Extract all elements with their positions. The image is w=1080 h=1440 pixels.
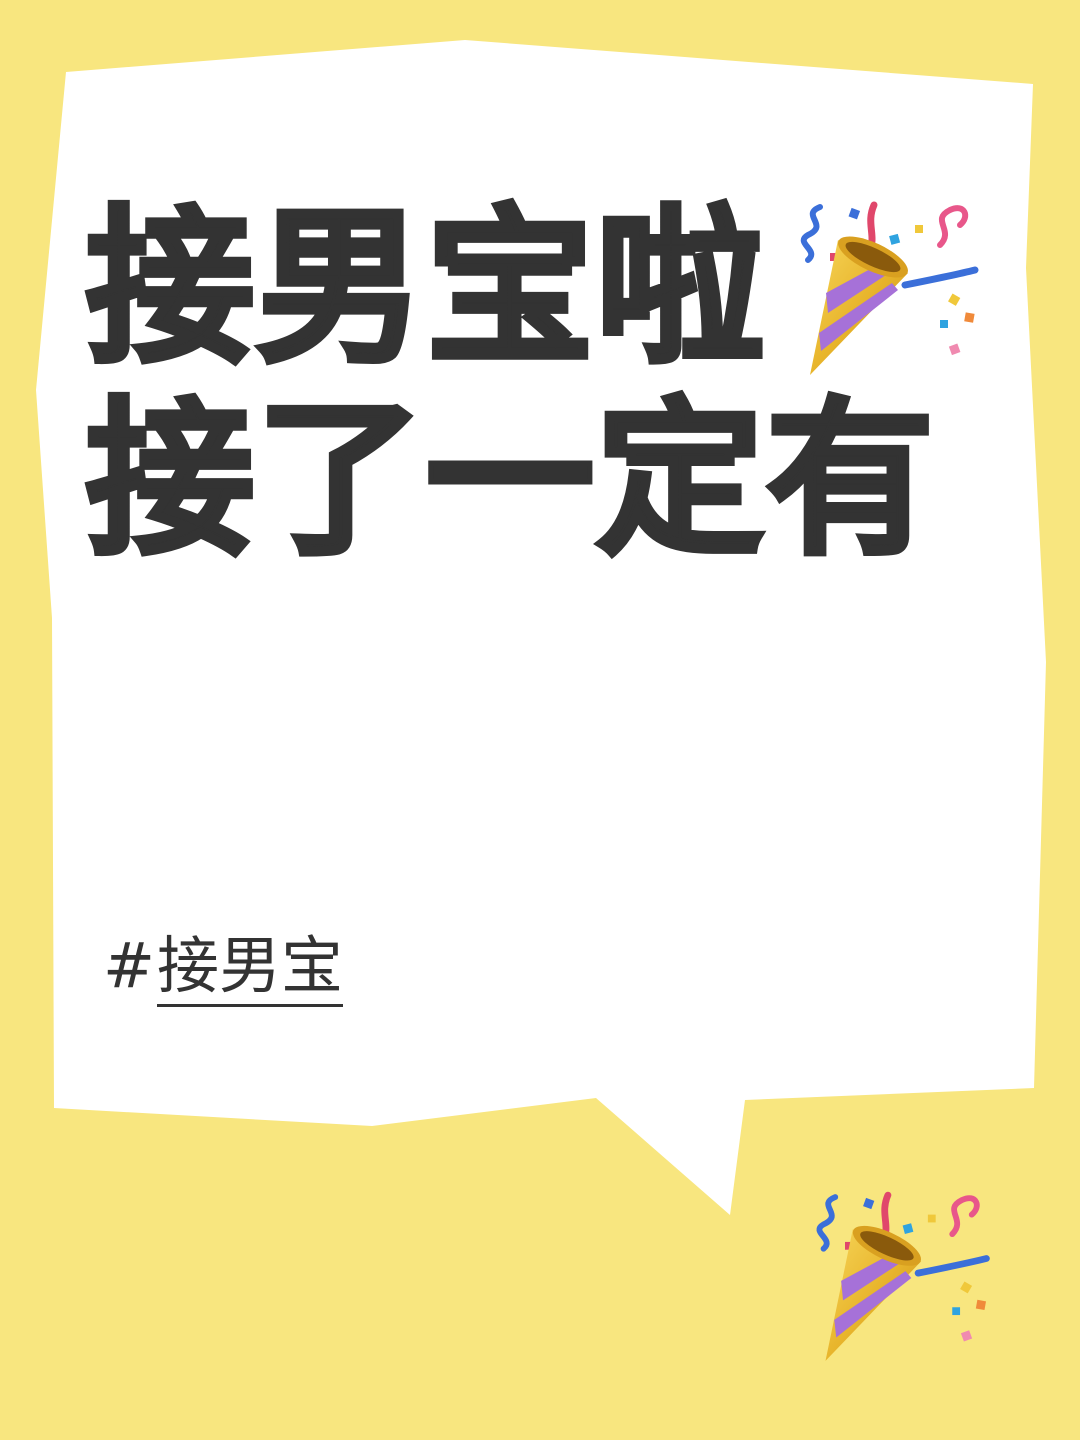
party-popper-icon bbox=[800, 201, 979, 375]
party-popper-icon bbox=[816, 1191, 990, 1361]
hashtag[interactable]: #接男宝 bbox=[103, 926, 343, 1007]
hashtag-text[interactable]: 接男宝 bbox=[156, 929, 343, 1007]
hashtag-symbol: # bbox=[103, 929, 155, 1002]
headline-line-2: 接了一定有 bbox=[84, 382, 937, 579]
headline: 接男宝啦 接了一定有 bbox=[84, 190, 937, 579]
headline-line-1: 接男宝啦 bbox=[84, 190, 767, 387]
